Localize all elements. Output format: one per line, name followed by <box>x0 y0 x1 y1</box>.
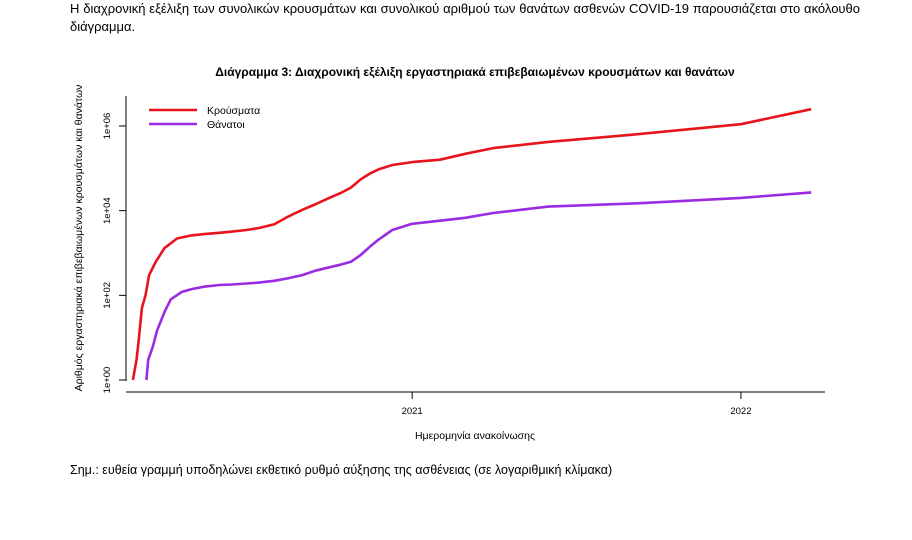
x-tick-label: 2022 <box>730 406 751 417</box>
x-axis-ticks: 2021 2022 <box>402 392 752 417</box>
series-line-deaths <box>145 191 812 381</box>
y-tick-label: 1e+06 <box>102 113 113 140</box>
x-axis-label: Ημερομηνία ανακοίνωσης <box>415 430 535 442</box>
legend: Κρούσματα Θάνατοι <box>149 105 260 131</box>
y-axis-ticks: 1e+00 1e+02 1e+04 1e+06 <box>102 113 126 394</box>
legend-label-cases: Κρούσματα <box>207 105 260 117</box>
chart-title: Διάγραμμα 3: Διαχρονική εξέλιξη εργαστηρ… <box>215 65 735 79</box>
y-tick-label: 1e+04 <box>102 197 113 224</box>
x-tick-label: 2021 <box>402 406 423 417</box>
y-tick-label: 1e+00 <box>102 367 113 394</box>
y-tick-label: 1e+02 <box>102 282 113 309</box>
footnote: Σημ.: ευθεία γραμμή υποδηλώνει εκθετικό … <box>70 463 613 477</box>
legend-label-deaths: Θάνατοι <box>207 119 245 131</box>
series-line-cases <box>131 107 812 381</box>
intro-paragraph: Η διαχρονική εξέλιξη των συνολικών κρουσ… <box>70 1 860 34</box>
y-axis-label: Αριθμός εργαστηριακά επιβεβαιωμένων κρου… <box>73 85 85 392</box>
plot-area <box>131 107 812 381</box>
